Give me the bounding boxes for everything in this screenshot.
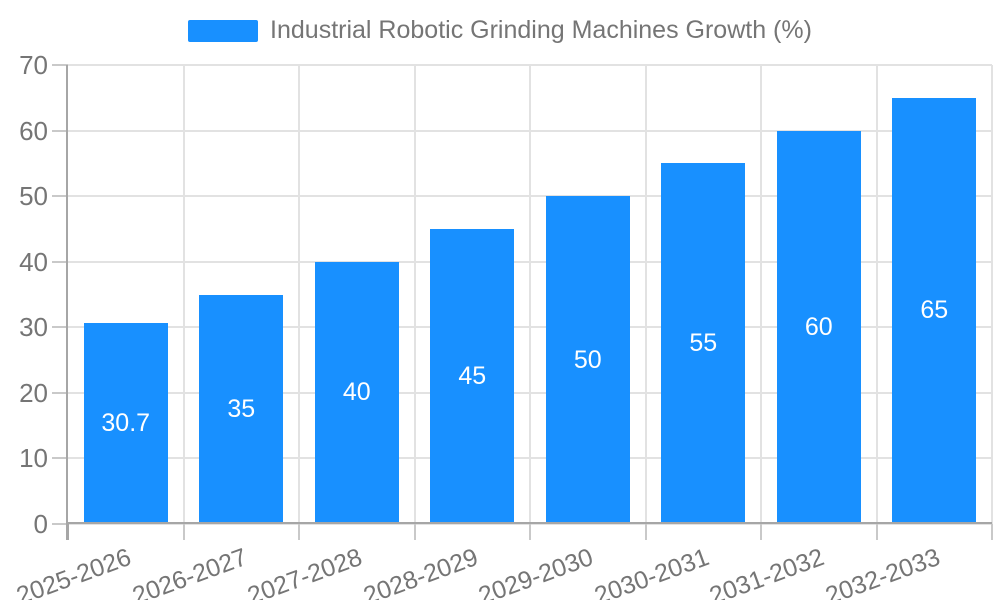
x-axis-label: 2026-2027: [128, 543, 251, 600]
bar-value-label: 60: [804, 312, 833, 341]
x-axis-tick: [644, 524, 647, 540]
x-gridline: [529, 65, 531, 524]
bar[interactable]: 65: [892, 97, 977, 524]
x-gridline: [875, 65, 878, 524]
bar-value-label: 40: [342, 378, 371, 407]
bar-value-label: 30.7: [101, 408, 151, 437]
x-axis-tick: [875, 524, 878, 540]
bar-value-label: 35: [227, 394, 256, 423]
y-axis-tick: [52, 391, 68, 394]
x-axis-label: 2032-2033: [821, 543, 944, 600]
x-gridline: [298, 65, 300, 524]
y-axis-tick: [52, 195, 68, 198]
legend-swatch: [188, 19, 259, 42]
y-axis-tick: [52, 457, 68, 460]
y-axis-tick: [52, 326, 68, 329]
y-axis-label: 30: [19, 312, 48, 343]
x-gridline: [182, 65, 185, 524]
bar-value-label: 65: [920, 296, 949, 325]
y-axis-tick: [52, 129, 68, 132]
y-axis-label: 70: [19, 50, 48, 80]
y-axis-label: 60: [19, 115, 48, 146]
legend-label: Industrial Robotic Grinding Machines Gro…: [270, 16, 812, 44]
x-axis-label: 2027-2028: [244, 543, 366, 600]
bar[interactable]: 40: [314, 261, 399, 524]
x-axis-label: 2030-2031: [590, 543, 713, 600]
bar[interactable]: 55: [661, 163, 746, 524]
y-axis-label: 10: [19, 443, 48, 474]
x-axis-tick: [67, 524, 69, 540]
bar-value-label: 45: [458, 361, 487, 390]
bar[interactable]: 60: [776, 130, 861, 524]
y-axis-tick: [52, 523, 68, 525]
y-axis-line: [66, 65, 68, 540]
x-axis-label: 2025-2026: [13, 543, 135, 600]
bar[interactable]: 35: [199, 294, 284, 524]
x-axis-label: 2031-2032: [706, 543, 828, 600]
x-axis-tick: [529, 524, 531, 540]
x-axis-tick: [413, 524, 416, 540]
bar[interactable]: 45: [430, 228, 515, 524]
y-axis-label: 50: [19, 181, 48, 212]
y-axis-label: 40: [19, 246, 48, 277]
x-gridline: [760, 65, 762, 524]
x-axis-tick: [991, 524, 993, 540]
x-gridline: [991, 65, 993, 524]
bar-value-label: 50: [573, 345, 602, 374]
y-axis-label: 0: [33, 509, 48, 539]
y-axis-tick: [52, 260, 68, 263]
x-axis-line: [68, 522, 992, 524]
y-axis-tick: [52, 64, 68, 66]
x-axis-tick: [298, 524, 300, 540]
x-gridline: [644, 65, 647, 524]
legend[interactable]: Industrial Robotic Grinding Machines Gro…: [0, 16, 1000, 45]
y-axis-label: 20: [19, 377, 48, 408]
x-axis-label: 2028-2029: [359, 543, 482, 600]
x-axis-tick: [760, 524, 762, 540]
bar[interactable]: 30.7: [83, 322, 168, 524]
x-gridline: [413, 65, 416, 524]
bar-value-label: 55: [689, 329, 718, 358]
x-axis-label: 2029-2030: [475, 543, 597, 600]
bar[interactable]: 50: [545, 196, 630, 524]
x-axis-tick: [182, 524, 185, 540]
